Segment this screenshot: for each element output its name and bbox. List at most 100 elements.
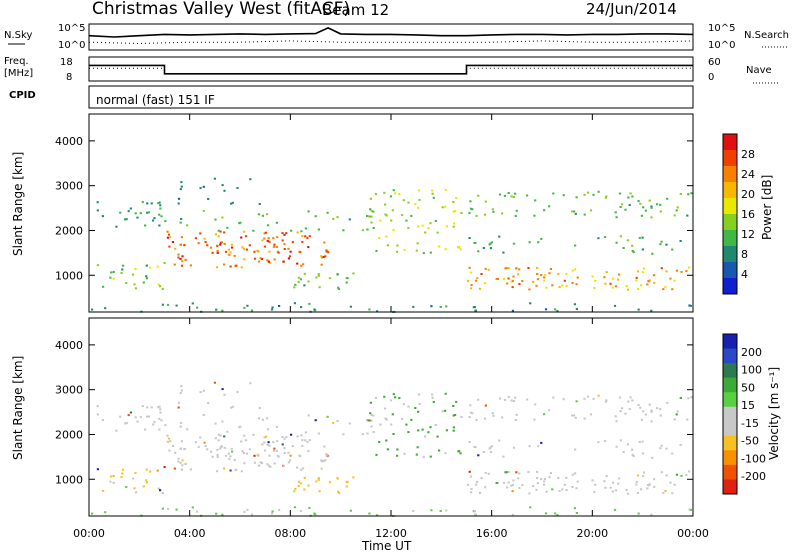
velocity-cell bbox=[476, 481, 479, 483]
velocity-cell bbox=[549, 472, 552, 474]
colorbar-tick: -100 bbox=[741, 452, 766, 465]
power-cell bbox=[543, 209, 546, 212]
velocity-cell bbox=[149, 470, 152, 473]
power-cell bbox=[199, 232, 202, 235]
velocity-cell bbox=[243, 434, 246, 437]
velocity-cell bbox=[458, 450, 461, 453]
velocity-cell bbox=[615, 445, 618, 448]
velocity-cell bbox=[648, 403, 651, 406]
velocity-cell bbox=[611, 490, 614, 493]
velocity-cell bbox=[617, 482, 620, 485]
velocity-cell bbox=[320, 459, 323, 462]
velocity-cell bbox=[429, 426, 432, 429]
velocity-cell bbox=[653, 485, 656, 488]
noise-left-tick-bottom: 10^0 bbox=[58, 40, 85, 51]
power-cell bbox=[417, 206, 420, 209]
power-cell bbox=[445, 305, 448, 308]
velocity-cell bbox=[261, 443, 264, 446]
power-cell bbox=[571, 282, 574, 284]
station-title: Christmas Valley West (fitACF) bbox=[92, 0, 350, 19]
velocity-cell bbox=[635, 480, 638, 483]
colorbar-tick: -15 bbox=[741, 417, 759, 430]
power-cell bbox=[576, 276, 579, 279]
power-cell bbox=[631, 249, 634, 252]
velocity-cell bbox=[146, 415, 149, 418]
power-cell bbox=[515, 267, 518, 270]
power-cell bbox=[625, 285, 628, 287]
velocity-cell bbox=[267, 464, 270, 467]
velocity-cell bbox=[565, 489, 568, 492]
power-cell bbox=[174, 247, 177, 250]
velocity-cell bbox=[230, 406, 233, 409]
velocity-cell bbox=[196, 510, 199, 513]
velocity-cell bbox=[436, 435, 439, 438]
power-cell bbox=[243, 230, 246, 233]
velocity-cell bbox=[260, 462, 264, 464]
velocity-cell bbox=[91, 512, 94, 515]
power-cell bbox=[159, 204, 162, 207]
power-cell bbox=[300, 306, 303, 309]
power-cell bbox=[324, 255, 327, 258]
power-cell bbox=[631, 195, 634, 198]
velocity-cell bbox=[177, 460, 180, 463]
velocity-cell bbox=[562, 398, 565, 401]
velocity-cell bbox=[571, 486, 574, 488]
velocity-cell bbox=[261, 418, 264, 421]
velocity-cell bbox=[507, 481, 510, 484]
power-cell bbox=[575, 196, 578, 199]
colorbar-tick: 4 bbox=[741, 268, 748, 281]
power-cell bbox=[624, 208, 627, 211]
velocity-cell bbox=[540, 478, 543, 481]
noise-left-label: N.Sky bbox=[4, 30, 32, 41]
velocity-cell bbox=[223, 393, 226, 396]
power-cell bbox=[628, 204, 631, 207]
velocity-cell bbox=[159, 489, 162, 492]
power-cell bbox=[421, 224, 424, 227]
power-cell bbox=[282, 260, 285, 263]
power-cell bbox=[613, 304, 617, 307]
velocity-cell bbox=[215, 512, 218, 515]
power-cell bbox=[217, 235, 220, 238]
velocity-cell bbox=[665, 474, 668, 477]
power-cell bbox=[177, 202, 180, 205]
velocity-cell bbox=[158, 405, 161, 408]
power-cell bbox=[266, 239, 269, 242]
velocity-cell bbox=[622, 451, 625, 453]
velocity-cell bbox=[159, 411, 162, 414]
velocity-cell bbox=[475, 483, 478, 486]
power-cell bbox=[439, 306, 442, 308]
power-cell bbox=[540, 237, 543, 240]
power-cell bbox=[352, 272, 355, 275]
power-cell bbox=[603, 276, 606, 279]
velocity-cell bbox=[259, 461, 262, 464]
velocity-cell bbox=[219, 434, 222, 437]
power-cell bbox=[196, 306, 199, 309]
xtick-label: 16:00 bbox=[476, 527, 508, 540]
velocity-cell bbox=[179, 461, 182, 464]
xtick-label: 00:00 bbox=[73, 527, 105, 540]
power-cell bbox=[583, 193, 586, 196]
power-cell bbox=[666, 197, 669, 200]
power-cell bbox=[278, 305, 281, 307]
velocity-cell bbox=[405, 423, 408, 426]
velocity-cell bbox=[659, 447, 662, 450]
velocity-heatmap bbox=[91, 381, 693, 517]
velocity-cell bbox=[488, 447, 491, 450]
power-cell bbox=[392, 189, 395, 192]
velocity-cell bbox=[96, 468, 99, 471]
velocity-cell bbox=[501, 416, 504, 419]
power-cell bbox=[136, 216, 139, 219]
power-cell bbox=[112, 277, 115, 280]
velocity-cell bbox=[285, 436, 288, 439]
velocity-cell bbox=[459, 452, 462, 455]
power-cell bbox=[322, 255, 325, 258]
velocity-cell bbox=[552, 396, 555, 399]
velocity-cell bbox=[268, 454, 271, 457]
velocity-cell bbox=[302, 467, 305, 470]
power-cell bbox=[635, 276, 638, 279]
velocity-cell bbox=[263, 436, 266, 439]
power-cell bbox=[261, 214, 264, 217]
power-cell bbox=[219, 230, 222, 233]
velocity-cell bbox=[315, 480, 318, 483]
power-cell bbox=[223, 231, 226, 234]
